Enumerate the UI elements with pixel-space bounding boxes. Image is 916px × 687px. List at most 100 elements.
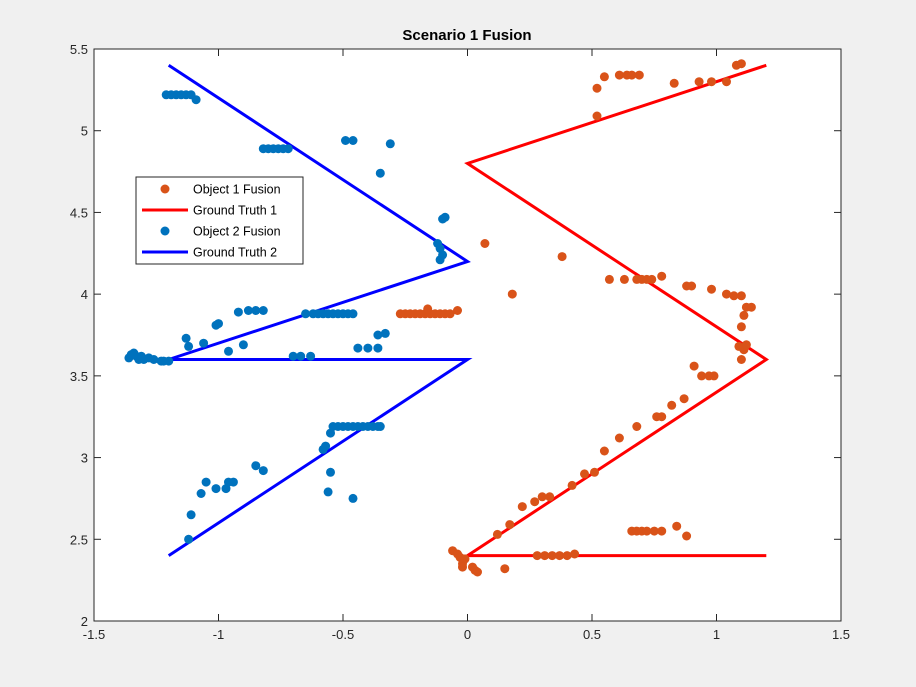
series-0-point bbox=[667, 400, 677, 410]
series-0-point bbox=[592, 83, 602, 93]
series-0-point bbox=[473, 567, 482, 577]
series-0-point bbox=[736, 59, 746, 69]
x-tick-label: 0 bbox=[464, 627, 471, 642]
y-tick-label: 4 bbox=[81, 287, 88, 302]
series-2-point bbox=[375, 422, 385, 431]
series-0-point bbox=[507, 289, 517, 299]
x-tick-label: -1.5 bbox=[83, 627, 105, 642]
series-0-point bbox=[547, 551, 557, 561]
series-0-point bbox=[423, 304, 433, 314]
x-tick-label: 1.5 bbox=[832, 627, 850, 642]
series-2-point bbox=[251, 306, 261, 315]
series-2-point bbox=[288, 351, 298, 361]
y-tick-label: 3 bbox=[81, 451, 88, 466]
series-2-point bbox=[196, 489, 206, 498]
series-0-point bbox=[545, 492, 555, 502]
series-2-point bbox=[301, 309, 311, 319]
series-0-point bbox=[669, 78, 679, 88]
series-0-point bbox=[729, 291, 739, 301]
series-0-point bbox=[707, 77, 716, 87]
series-0-point bbox=[642, 274, 652, 284]
series-2-point bbox=[211, 484, 221, 494]
legend-swatch-marker bbox=[160, 226, 170, 236]
series-2-point bbox=[184, 341, 194, 351]
series-2-point bbox=[373, 343, 383, 353]
series-0-point bbox=[736, 322, 746, 332]
series-2-point bbox=[283, 144, 293, 154]
series-0-point bbox=[555, 551, 565, 561]
y-tick-label: 4.5 bbox=[70, 205, 88, 220]
series-2-point bbox=[385, 139, 395, 149]
series-0-point bbox=[642, 526, 652, 536]
series-0-point bbox=[590, 467, 599, 477]
series-0-point bbox=[672, 521, 682, 531]
series-0-point bbox=[614, 433, 624, 443]
series-0-point bbox=[580, 469, 589, 479]
y-axis: 2 2.5 3 3.5 4 4.5 5 5.5 bbox=[70, 42, 841, 629]
series-0-point bbox=[530, 497, 540, 507]
series-0-point bbox=[734, 341, 744, 351]
y-tick-label: 5.5 bbox=[70, 42, 88, 57]
series-0-point bbox=[709, 371, 719, 381]
series-0-point bbox=[657, 412, 667, 422]
series-2-point bbox=[238, 340, 248, 350]
series-0-point bbox=[657, 271, 667, 281]
series-2-point bbox=[228, 477, 238, 487]
series-0-point bbox=[540, 551, 550, 561]
series-2-point bbox=[341, 136, 350, 145]
series-2-point bbox=[380, 328, 390, 338]
y-tick-label: 2.5 bbox=[70, 532, 88, 547]
series-0-point bbox=[505, 520, 515, 530]
series-2-point bbox=[186, 510, 196, 520]
series-2-point bbox=[224, 346, 233, 356]
series-2-point bbox=[233, 307, 243, 317]
series-0-point bbox=[679, 394, 689, 404]
series-2-point bbox=[184, 534, 194, 544]
series-0-point bbox=[682, 531, 692, 541]
series-2-point bbox=[181, 333, 191, 343]
series-2-point bbox=[353, 343, 363, 353]
series-0-point bbox=[689, 361, 699, 371]
series-0-point bbox=[707, 284, 716, 294]
series-0-point bbox=[722, 289, 731, 299]
series-0-point bbox=[741, 340, 751, 350]
legend-entry-label: Object 1 Fusion bbox=[193, 183, 281, 197]
series-0-point bbox=[445, 309, 455, 319]
series-0-point bbox=[599, 446, 609, 456]
series-0-point bbox=[500, 564, 510, 574]
series-2-point bbox=[214, 319, 223, 329]
series-2-point bbox=[373, 330, 383, 340]
series-0-point bbox=[537, 492, 547, 502]
series-2-point bbox=[348, 493, 358, 503]
fusion-points bbox=[124, 59, 756, 577]
series-0-point bbox=[634, 70, 644, 80]
series-2-point bbox=[348, 136, 358, 145]
series-0-point bbox=[619, 274, 629, 284]
series-2-point bbox=[440, 212, 450, 222]
y-tick-label: 2 bbox=[81, 614, 88, 629]
series-2-point bbox=[306, 351, 316, 361]
series-0-point bbox=[739, 310, 749, 320]
series-0-point bbox=[532, 551, 542, 561]
series-2-point bbox=[243, 306, 253, 315]
series-0-point bbox=[736, 355, 746, 364]
series-0-point bbox=[492, 529, 502, 539]
series-2-point bbox=[296, 351, 306, 361]
y-tick-label: 3.5 bbox=[70, 369, 88, 384]
series-0-point bbox=[649, 526, 659, 536]
series-0-point bbox=[517, 502, 527, 512]
x-tick-label: 1 bbox=[713, 627, 720, 642]
series-0-point bbox=[694, 77, 704, 87]
series-0-point bbox=[736, 291, 746, 301]
series-2-point bbox=[258, 306, 268, 315]
series-2-point bbox=[258, 466, 268, 476]
series-2-point bbox=[159, 356, 169, 366]
series-2-point bbox=[363, 343, 373, 353]
y-tick-label: 5 bbox=[81, 124, 88, 139]
series-0-point bbox=[746, 302, 756, 312]
legend-entry-label: Ground Truth 1 bbox=[193, 204, 277, 218]
series-0-point bbox=[682, 281, 692, 291]
series-0-point bbox=[614, 70, 624, 80]
series-2-point bbox=[348, 309, 358, 319]
